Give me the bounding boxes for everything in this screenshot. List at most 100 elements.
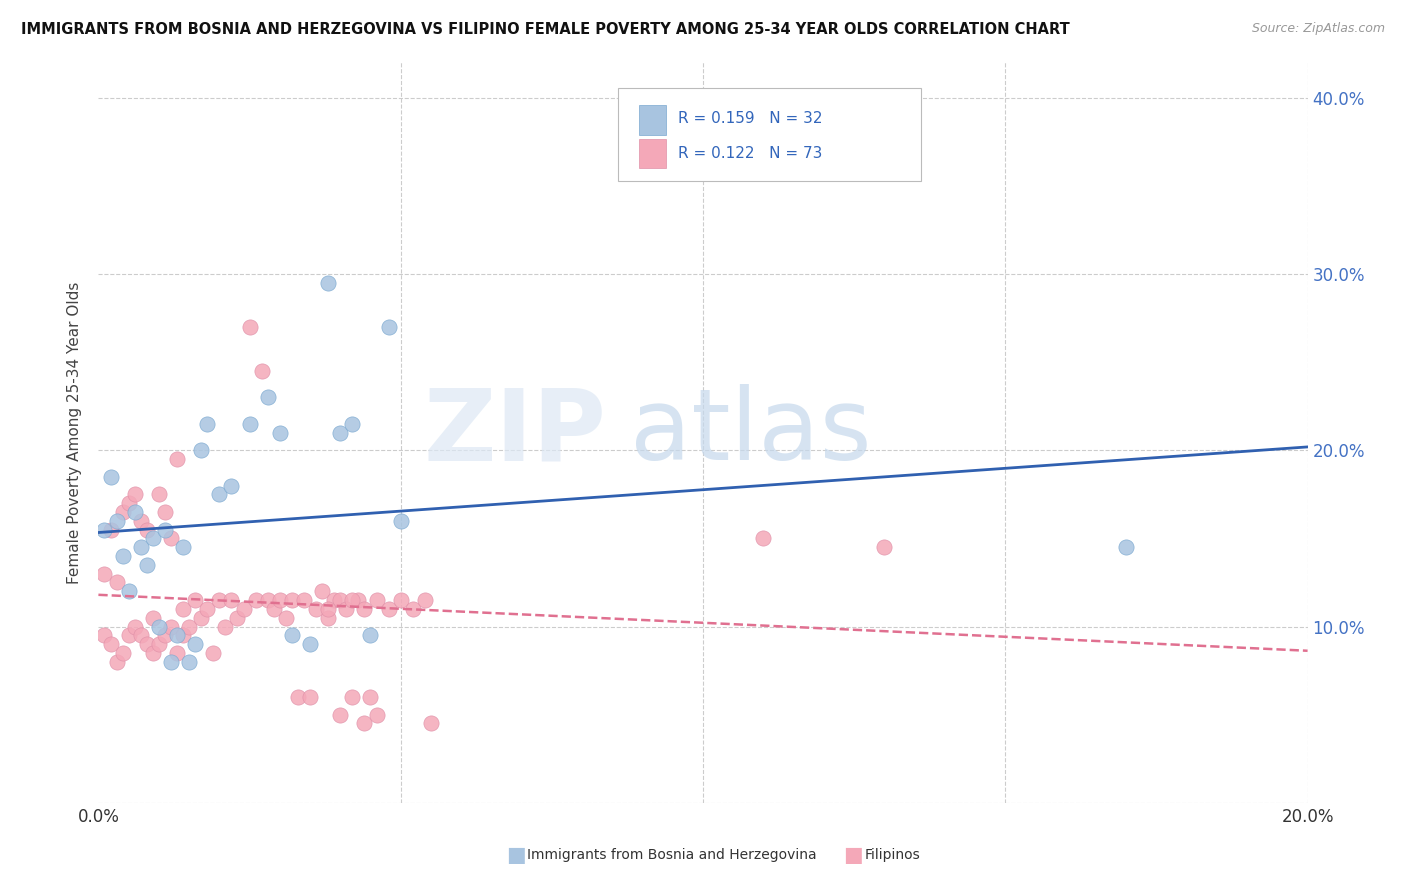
Point <box>93 628 115 642</box>
Point <box>274 610 297 624</box>
Text: atlas: atlas <box>630 384 872 481</box>
Text: IMMIGRANTS FROM BOSNIA AND HERZEGOVINA VS FILIPINO FEMALE POVERTY AMONG 25-34 YE: IMMIGRANTS FROM BOSNIA AND HERZEGOVINA V… <box>21 22 1070 37</box>
Point <box>105 575 128 590</box>
Point <box>118 584 141 599</box>
Point <box>166 628 188 642</box>
Point <box>353 716 375 731</box>
Point <box>752 532 775 546</box>
Point <box>360 628 382 642</box>
Point <box>111 646 134 660</box>
Point <box>142 646 165 660</box>
Point <box>377 319 399 334</box>
Text: R = 0.159   N = 32: R = 0.159 N = 32 <box>678 112 823 126</box>
Point <box>342 690 364 704</box>
Point <box>256 390 278 404</box>
Point <box>153 505 176 519</box>
FancyBboxPatch shape <box>619 88 921 181</box>
Point <box>221 478 243 492</box>
Point <box>1115 540 1137 554</box>
Text: R = 0.122   N = 73: R = 0.122 N = 73 <box>678 146 823 161</box>
Point <box>305 602 328 616</box>
Point <box>239 417 262 431</box>
Point <box>214 619 236 633</box>
Point <box>111 549 134 563</box>
Point <box>129 628 152 642</box>
Text: Source: ZipAtlas.com: Source: ZipAtlas.com <box>1251 22 1385 36</box>
Bar <box>638 105 665 135</box>
Point <box>347 593 370 607</box>
Point <box>360 690 382 704</box>
Point <box>292 593 315 607</box>
Point <box>166 452 188 467</box>
Point <box>335 602 357 616</box>
Point <box>287 690 309 704</box>
Point <box>124 487 146 501</box>
Point <box>250 364 273 378</box>
Point <box>263 602 285 616</box>
Point <box>118 628 141 642</box>
Point <box>124 619 146 633</box>
Point <box>179 619 201 633</box>
Point <box>299 690 322 704</box>
Point <box>366 707 388 722</box>
Point <box>184 637 207 651</box>
Point <box>166 646 188 660</box>
Point <box>100 469 122 483</box>
Point <box>323 593 346 607</box>
Point <box>160 619 183 633</box>
Point <box>148 619 170 633</box>
Point <box>208 487 231 501</box>
Point <box>281 628 304 642</box>
Point <box>93 523 115 537</box>
Point <box>190 610 212 624</box>
Point <box>160 655 183 669</box>
Point <box>226 610 249 624</box>
Point <box>389 593 412 607</box>
Text: Immigrants from Bosnia and Herzegovina: Immigrants from Bosnia and Herzegovina <box>527 847 817 862</box>
Point <box>129 514 152 528</box>
Point <box>105 514 128 528</box>
Point <box>148 637 170 651</box>
Point <box>311 584 333 599</box>
Point <box>184 593 207 607</box>
Bar <box>638 138 665 169</box>
Point <box>316 276 339 290</box>
Point <box>208 593 231 607</box>
Point <box>316 602 339 616</box>
Point <box>413 593 436 607</box>
Point <box>129 540 152 554</box>
Point <box>153 628 176 642</box>
Point <box>329 425 352 440</box>
Text: ■: ■ <box>844 845 863 864</box>
Point <box>389 514 412 528</box>
Point <box>269 593 291 607</box>
Point <box>256 593 278 607</box>
Point <box>142 610 165 624</box>
Point <box>377 602 399 616</box>
Point <box>873 540 896 554</box>
Point <box>342 417 364 431</box>
Point <box>269 425 291 440</box>
Point <box>316 610 339 624</box>
Text: Filipinos: Filipinos <box>865 847 921 862</box>
Text: ■: ■ <box>506 845 526 864</box>
Y-axis label: Female Poverty Among 25-34 Year Olds: Female Poverty Among 25-34 Year Olds <box>67 282 83 583</box>
Point <box>172 628 194 642</box>
Point <box>118 496 141 510</box>
Point <box>195 417 218 431</box>
Point <box>172 540 194 554</box>
Point <box>329 707 352 722</box>
Point <box>135 637 157 651</box>
Point <box>142 532 165 546</box>
Point <box>190 443 212 458</box>
Point <box>100 523 122 537</box>
Point <box>329 593 352 607</box>
Text: ZIP: ZIP <box>423 384 606 481</box>
Point <box>100 637 122 651</box>
Point <box>281 593 304 607</box>
Point <box>353 602 375 616</box>
Point <box>124 505 146 519</box>
Point <box>202 646 225 660</box>
Point <box>135 558 157 572</box>
Point <box>160 532 183 546</box>
